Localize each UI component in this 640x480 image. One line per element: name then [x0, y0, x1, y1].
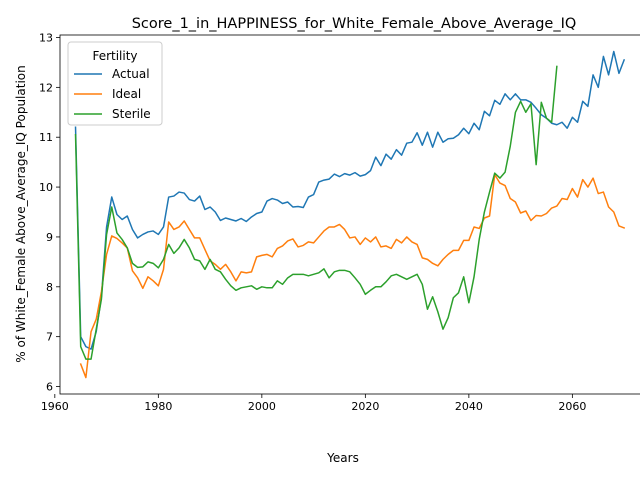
x-tick-label: 2000	[248, 400, 276, 413]
legend-box	[67, 41, 163, 126]
x-axis-label: Years	[326, 451, 359, 465]
plot-frame	[59, 34, 640, 395]
legend: Fertility Actual Ideal Sterile	[67, 41, 163, 126]
y-tick-label: 11	[39, 131, 53, 144]
y-tick-label: 6	[46, 381, 53, 394]
y-tick-label: 13	[39, 31, 53, 44]
y-tick-label: 12	[39, 81, 53, 94]
legend-label-ideal: Ideal	[112, 87, 141, 101]
legend-title: Fertility	[92, 49, 137, 63]
series-line-sterile	[74, 65, 558, 360]
y-tick-label: 7	[46, 331, 53, 344]
x-axis-ticks: 1960 1980 2000 2020 2040 2060	[41, 394, 586, 413]
legend-label-sterile: Sterile	[112, 107, 151, 121]
series-line-actual	[74, 50, 626, 350]
y-tick-label: 10	[39, 181, 53, 194]
x-tick-label: 1960	[41, 400, 69, 413]
x-tick-label: 2020	[351, 400, 379, 413]
series-line-ideal	[79, 173, 626, 379]
x-tick-label: 1980	[144, 400, 172, 413]
chart-title: Score_1_in_HAPPINESS_for_White_Female_Ab…	[132, 16, 577, 32]
series-lines	[74, 50, 626, 379]
y-tick-label: 8	[46, 281, 53, 294]
legend-items: Actual Ideal Sterile	[74, 67, 151, 121]
y-tick-label: 9	[46, 231, 53, 244]
x-tick-label: 2060	[558, 400, 586, 413]
x-tick-label: 2040	[455, 400, 483, 413]
y-axis-ticks: 6 7 8 9 10 11 12 13	[39, 31, 60, 394]
legend-label-actual: Actual	[112, 67, 150, 81]
y-axis-label: % of White_Female Above_Average_IQ Popul…	[14, 65, 28, 362]
